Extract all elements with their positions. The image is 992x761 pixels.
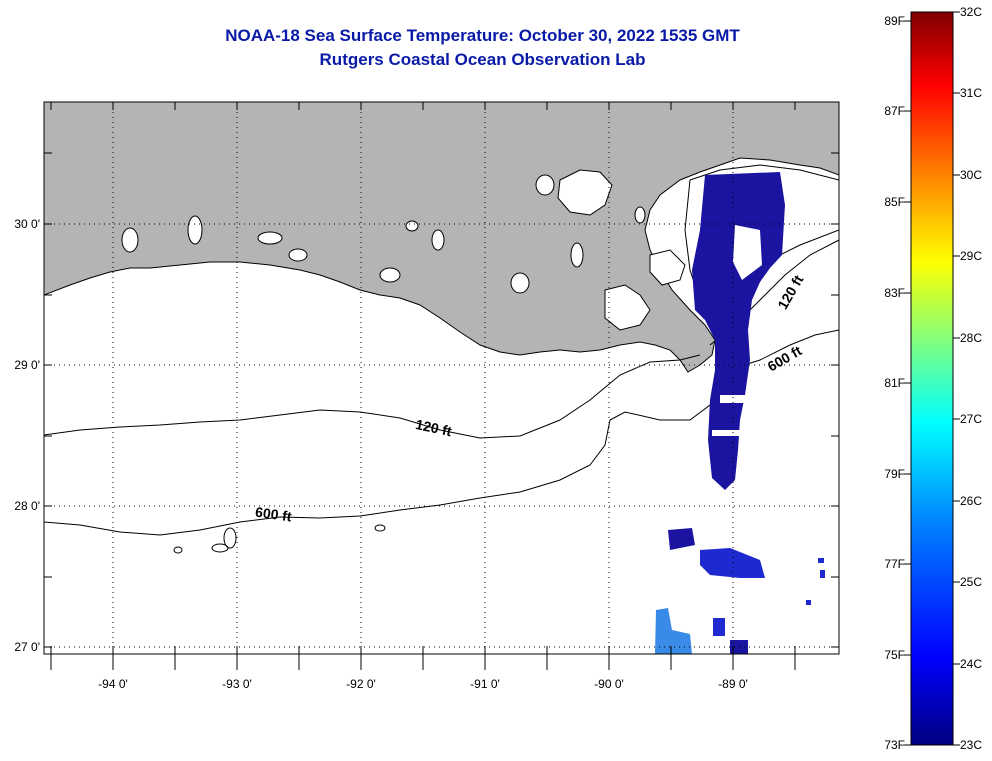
colorbar-f-label: 83F bbox=[884, 286, 905, 300]
map-title: NOAA-18 Sea Surface Temperature: October… bbox=[225, 26, 740, 45]
delta-marsh bbox=[604, 284, 651, 331]
bathymetry-feature bbox=[223, 527, 237, 549]
lon-label: -89 0' bbox=[718, 677, 748, 691]
lake-small bbox=[187, 215, 203, 245]
colorbar-f-label: 89F bbox=[884, 14, 905, 28]
colorbar-c-label: 25C bbox=[960, 575, 982, 589]
graticule bbox=[44, 102, 839, 654]
map-subtitle: Rutgers Coastal Ocean Observation Lab bbox=[319, 50, 646, 69]
lake-small bbox=[379, 267, 401, 283]
colorbar-c-label: 24C bbox=[960, 657, 982, 671]
colorbar-c-label: 27C bbox=[960, 412, 982, 426]
contour-label: 120 ft bbox=[414, 416, 453, 439]
colorbar-c-label: 30C bbox=[960, 168, 982, 182]
lon-label: -93 0' bbox=[222, 677, 252, 691]
contour-120ft-west bbox=[44, 354, 701, 439]
colorbar-f-label: 79F bbox=[884, 467, 905, 481]
lat-label: 30 0' bbox=[14, 217, 40, 231]
colorbar-f-label: 81F bbox=[884, 376, 905, 390]
lake-small bbox=[570, 242, 584, 268]
lat-label: 27 0' bbox=[14, 640, 40, 654]
map-frame bbox=[43, 101, 840, 655]
bathymetry-feature bbox=[173, 546, 183, 554]
colorbar-f-label: 73F bbox=[884, 738, 905, 752]
lake-small bbox=[634, 206, 646, 224]
lake-small bbox=[405, 220, 419, 232]
lake-small bbox=[257, 231, 283, 245]
contour-label: 600 ft bbox=[254, 504, 293, 525]
lat-label: 29 0' bbox=[14, 358, 40, 372]
colorbar-f-label: 85F bbox=[884, 195, 905, 209]
lake-pontchartrain bbox=[557, 169, 613, 216]
colorbar-c-label: 32C bbox=[960, 5, 982, 19]
lake-small bbox=[510, 272, 530, 294]
colorbar-f-label: 87F bbox=[884, 104, 905, 118]
lon-label: -91 0' bbox=[470, 677, 500, 691]
lon-label: -94 0' bbox=[98, 677, 128, 691]
lake-small bbox=[121, 227, 139, 253]
colorbar-c-label: 29C bbox=[960, 249, 982, 263]
lake-small bbox=[431, 229, 445, 251]
lake-small bbox=[288, 248, 308, 262]
contour-600ft-west bbox=[44, 364, 731, 536]
colorbar-ticks bbox=[904, 11, 960, 746]
colorbar-f-label: 75F bbox=[884, 648, 905, 662]
lon-label: -90 0' bbox=[594, 677, 624, 691]
sst-swath bbox=[655, 172, 825, 654]
colorbar-c-label: 31C bbox=[960, 86, 982, 100]
delta-marsh bbox=[649, 249, 686, 286]
lon-label: -92 0' bbox=[346, 677, 376, 691]
colorbar-c-label: 23C bbox=[960, 738, 982, 752]
colorbar-f-label: 77F bbox=[884, 557, 905, 571]
bathymetry-feature bbox=[211, 543, 229, 553]
colorbar-c-label: 28C bbox=[960, 331, 982, 345]
bathymetry-feature bbox=[374, 524, 386, 532]
lat-label: 28 0' bbox=[14, 499, 40, 513]
colorbar-c-label: 26C bbox=[960, 494, 982, 508]
colorbar bbox=[910, 11, 954, 746]
lake-small bbox=[535, 174, 555, 196]
tick-marks bbox=[44, 102, 839, 670]
